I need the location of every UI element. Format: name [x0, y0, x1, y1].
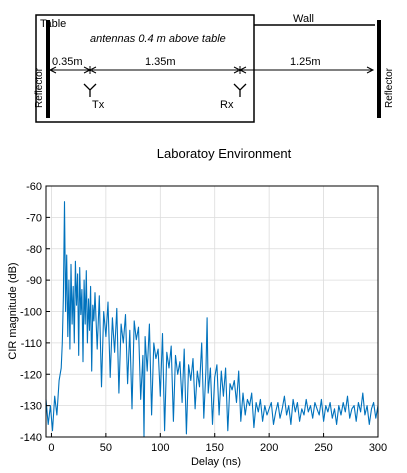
tx-antenna-icon — [83, 83, 97, 97]
table-outline — [35, 14, 255, 123]
distance-rx-wall: 1.25m — [290, 56, 321, 68]
x-tick-label: 0 — [48, 442, 54, 454]
x-tick-label: 250 — [314, 442, 332, 454]
rx-label: Rx — [220, 99, 234, 111]
table-label: Table — [40, 18, 66, 30]
x-tick-label: 300 — [369, 442, 387, 454]
y-tick-label: -110 — [21, 338, 42, 350]
rx-antenna-icon — [233, 83, 247, 97]
y-tick-label: -120 — [20, 369, 42, 381]
y-tick-label: -70 — [26, 212, 42, 224]
setup-diagram: Table Wall antennas 0.4 m above table Re… — [34, 13, 395, 123]
x-tick-label: 50 — [100, 442, 112, 454]
y-axis-label: CIR magnitude (dB) — [7, 262, 19, 359]
y-tick-label: -60 — [26, 181, 42, 193]
chart-title: Laboratoy Environment — [157, 146, 292, 161]
distance-tx-rx: 1.35m — [145, 56, 176, 68]
y-tick-label: -140 — [20, 432, 42, 444]
x-tick-label: 100 — [151, 442, 169, 454]
y-tick-label: -130 — [20, 401, 42, 413]
y-tick-label: -80 — [26, 244, 42, 256]
x-axis-ticks: 0 50 100 150 200 250 300 — [48, 433, 387, 454]
antenna-height-note: antennas 0.4 m above table — [90, 33, 226, 45]
wall-label: Wall — [293, 13, 314, 25]
y-axis-ticks: -60 -70 -80 -90 -100 -110 -120 -130 -140 — [20, 181, 50, 444]
distance-reflector-tx: 0.35m — [52, 56, 83, 68]
distance-markers — [48, 66, 375, 74]
right-reflector-label: Reflector — [384, 67, 395, 108]
y-tick-label: -90 — [26, 275, 42, 287]
x-tick-label: 200 — [260, 442, 278, 454]
y-tick-label: -100 — [20, 307, 42, 319]
tx-label: Tx — [92, 99, 105, 111]
cir-series-line — [45, 201, 379, 438]
x-tick-label: 150 — [206, 442, 224, 454]
cir-plot: 0 50 100 150 200 250 300 -60-70-80-90-100-110-… — [20, 181, 387, 454]
left-reflector-label: Reflector — [34, 67, 45, 108]
x-axis-label: Delay (ns) — [191, 456, 241, 468]
